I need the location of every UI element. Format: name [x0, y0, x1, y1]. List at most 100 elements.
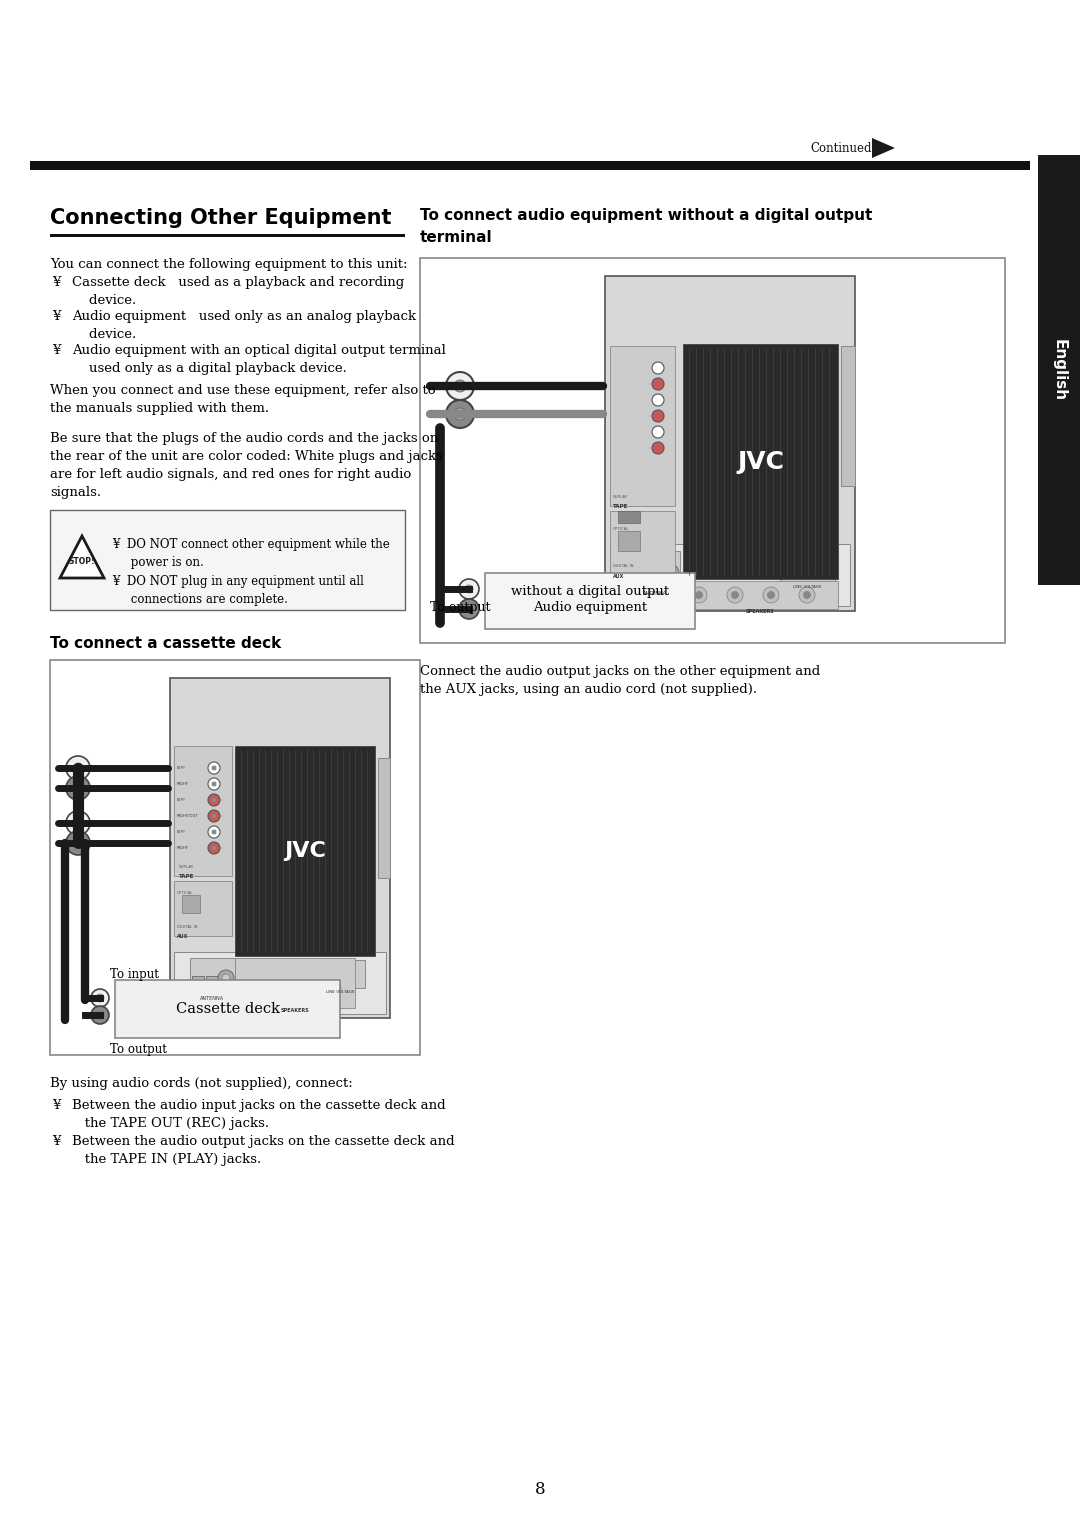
Bar: [610, 510, 675, 576]
Circle shape: [454, 408, 465, 420]
Circle shape: [327, 981, 341, 995]
Text: Audio equipment   used only as an analog playback: Audio equipment used only as an analog p…: [72, 310, 416, 322]
Circle shape: [91, 1005, 109, 1024]
Text: used only as a digital playback device.: used only as a digital playback device.: [72, 362, 347, 374]
Text: AUX: AUX: [177, 934, 188, 940]
Text: RIGHT: RIGHT: [177, 847, 189, 850]
Text: SPEAKERS: SPEAKERS: [745, 610, 774, 614]
Circle shape: [212, 798, 216, 802]
Circle shape: [661, 564, 679, 582]
Circle shape: [454, 380, 465, 393]
Circle shape: [73, 782, 83, 793]
Bar: [649, 570, 663, 585]
Circle shape: [804, 591, 811, 599]
Circle shape: [208, 842, 220, 854]
Bar: [183, 895, 200, 914]
Text: To output: To output: [430, 601, 490, 614]
Bar: [605, 277, 855, 611]
Text: You can connect the following equipment to this unit:: You can connect the following equipment …: [50, 258, 407, 270]
Text: ¥: ¥: [52, 1099, 60, 1112]
Text: the AUX jacks, using an audio cord (not supplied).: the AUX jacks, using an audio cord (not …: [420, 683, 757, 695]
Circle shape: [459, 579, 480, 599]
Circle shape: [786, 559, 802, 576]
Text: ANTENNA: ANTENNA: [200, 996, 224, 1001]
Bar: [50, 510, 405, 610]
Circle shape: [91, 989, 109, 1007]
Circle shape: [218, 970, 234, 986]
Circle shape: [66, 776, 90, 801]
Text: Continued: Continued: [810, 142, 872, 154]
Text: connections are complete.: connections are complete.: [112, 593, 288, 607]
Circle shape: [320, 967, 334, 981]
Circle shape: [652, 377, 664, 390]
Bar: [633, 570, 647, 585]
Bar: [315, 960, 365, 989]
Circle shape: [73, 762, 83, 773]
Bar: [485, 573, 696, 630]
Text: AUX: AUX: [613, 575, 624, 579]
Text: Between the audio output jacks on the cassette deck and: Between the audio output jacks on the ca…: [72, 1135, 455, 1148]
Circle shape: [275, 986, 281, 992]
Circle shape: [696, 591, 703, 599]
Text: LEFT: LEFT: [177, 830, 186, 834]
Text: ¥: ¥: [52, 344, 60, 358]
Bar: [30, 160, 1030, 170]
Text: ¥  DO NOT connect other equipment while the: ¥ DO NOT connect other equipment while t…: [112, 538, 390, 552]
Text: Connect the audio output jacks on the other equipment and: Connect the audio output jacks on the ot…: [420, 665, 820, 678]
Bar: [235, 958, 355, 1008]
Text: To connect audio equipment without a digital output: To connect audio equipment without a dig…: [420, 208, 873, 223]
Text: OPTICAL: OPTICAL: [613, 527, 630, 532]
Bar: [174, 882, 232, 937]
Circle shape: [271, 981, 285, 995]
Bar: [174, 746, 232, 876]
Text: the TAPE OUT (REC) jacks.: the TAPE OUT (REC) jacks.: [72, 1117, 269, 1131]
Bar: [780, 553, 835, 584]
Circle shape: [666, 568, 674, 578]
Bar: [420, 258, 1005, 643]
Circle shape: [66, 831, 90, 856]
Text: LEFT: LEFT: [177, 798, 186, 802]
Text: DIGITAL IN: DIGITAL IN: [613, 564, 634, 568]
Text: 8: 8: [535, 1482, 545, 1499]
Text: power is on.: power is on.: [112, 556, 204, 568]
Text: without a digital output: without a digital output: [511, 585, 670, 597]
Circle shape: [652, 426, 664, 439]
Bar: [841, 345, 855, 486]
Text: Audio equipment: Audio equipment: [532, 601, 647, 614]
Text: Cassette deck   used as a playback and recording: Cassette deck used as a playback and rec…: [72, 277, 404, 289]
Circle shape: [66, 811, 90, 834]
Bar: [192, 976, 204, 990]
Circle shape: [465, 585, 473, 593]
Bar: [683, 344, 838, 579]
Circle shape: [212, 766, 216, 770]
Circle shape: [299, 981, 313, 995]
Text: To output: To output: [110, 1044, 167, 1056]
Text: DIGITAL IN: DIGITAL IN: [177, 924, 198, 929]
Text: RIGHT/OUT: RIGHT/OUT: [177, 814, 199, 817]
Text: Cassette deck: Cassette deck: [175, 1002, 280, 1016]
Bar: [190, 958, 235, 993]
Text: English: English: [1052, 339, 1067, 400]
Circle shape: [73, 837, 83, 848]
Text: LEFT: LEFT: [177, 766, 186, 770]
Text: the TAPE IN (PLAY) jacks.: the TAPE IN (PLAY) jacks.: [72, 1154, 261, 1166]
Circle shape: [652, 442, 664, 454]
Circle shape: [727, 587, 743, 604]
Text: Be sure that the plugs of the audio cords and the jacks on: Be sure that the plugs of the audio cord…: [50, 432, 438, 445]
Text: terminal: terminal: [420, 231, 492, 244]
Circle shape: [465, 605, 473, 613]
Circle shape: [652, 362, 664, 374]
Text: To connect a cassette deck: To connect a cassette deck: [50, 636, 281, 651]
Text: RIGHT: RIGHT: [177, 782, 189, 785]
Circle shape: [208, 810, 220, 822]
Circle shape: [222, 973, 230, 983]
Circle shape: [652, 394, 664, 406]
Text: Between the audio input jacks on the cassette deck and: Between the audio input jacks on the cas…: [72, 1099, 446, 1112]
Bar: [1038, 154, 1080, 585]
Text: ¥: ¥: [52, 310, 60, 322]
Bar: [630, 552, 680, 588]
Text: the manuals supplied with them.: the manuals supplied with them.: [50, 402, 269, 416]
Circle shape: [767, 591, 775, 599]
Polygon shape: [60, 536, 104, 578]
Text: JVC: JVC: [737, 449, 784, 474]
